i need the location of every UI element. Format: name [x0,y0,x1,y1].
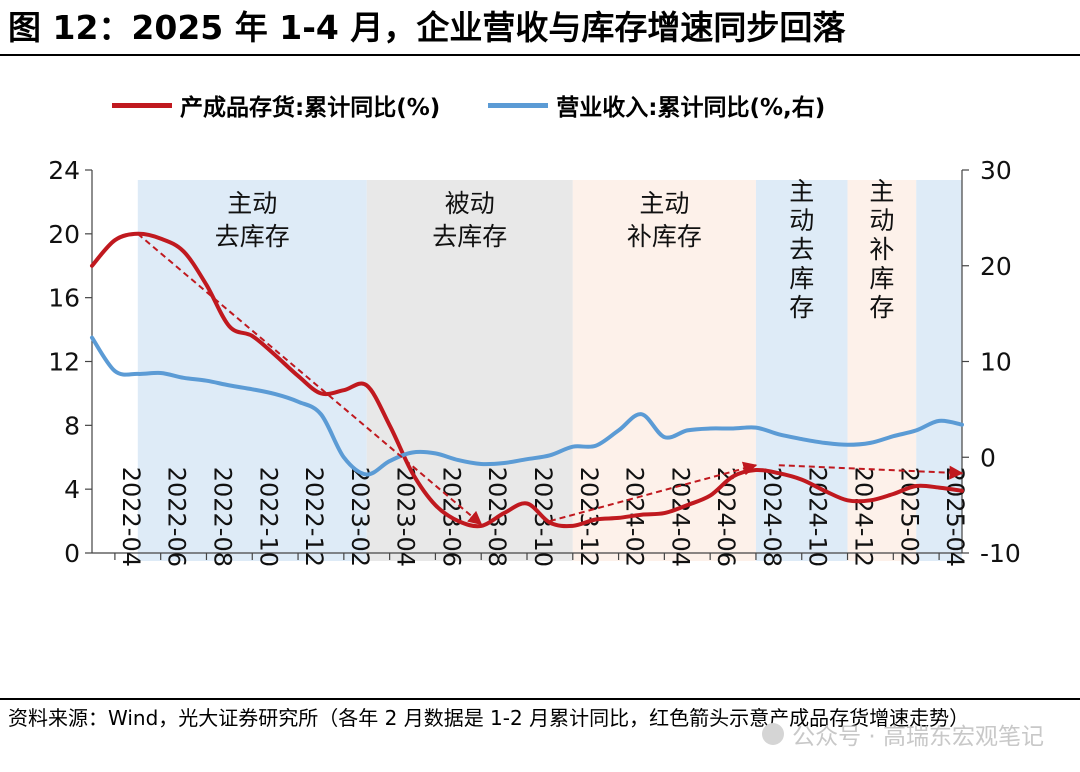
region-label-2-0: 主动 [639,189,689,218]
source-rule [0,698,1080,700]
x-tick-label-2: 2022-08 [208,467,236,567]
x-tick-label-5: 2023-02 [346,467,374,567]
region-band-2 [572,180,756,561]
x-tick-label-17: 2025-02 [895,467,923,567]
source-note: 资料来源：Wind，光大证券研究所（各年 2 月数据是 1-2 月累计同比，红色… [8,706,970,730]
left-tick-label-3: 12 [48,348,80,377]
legend-item-inventory: 产成品存货:累计同比(%) [112,88,440,122]
legend-swatch-inventory [112,102,172,108]
x-tick-label-16: 2024-12 [850,467,878,567]
watermark-text: 公众号 · 高瑞东宏观笔记 [792,724,1044,750]
x-tick-label-10: 2023-12 [575,467,603,567]
left-tick-label-2: 8 [64,411,80,440]
right-tick-label-2: 10 [980,348,1012,377]
series-line-revenue [90,335,964,477]
region-label-3-1: 动 [789,206,814,235]
left-tick-label-6: 24 [48,156,80,185]
left-tick-label-1: 4 [64,475,80,504]
x-tick-label-12: 2024-04 [666,467,694,567]
region-label-3-0: 主 [789,177,814,206]
right-tick-label-4: 30 [980,156,1012,185]
legend-label-revenue: 营业收入:累计同比(%,右) [556,95,826,121]
region-label-2-1: 补库存 [627,222,702,251]
region-label-4-0: 主 [869,177,894,206]
region-label-3-3: 库 [789,264,814,293]
region-label-0-0: 主动 [227,189,277,218]
x-tick-label-14: 2024-08 [758,467,786,567]
wechat-icon [762,723,785,745]
region-band-5 [916,180,962,561]
x-tick-label-4: 2022-12 [300,467,328,567]
left-tick-label-4: 16 [48,284,80,313]
x-tick-label-1: 2022-06 [163,467,191,567]
left-tick-label-0: 0 [64,539,80,568]
chart-legend: 产成品存货:累计同比(%) 营业收入:累计同比(%,右) [112,88,873,122]
figure-title: 图 12：2025 年 1-4 月，企业营收与库存增速同步回落 [8,8,846,47]
region-label-4-4: 存 [869,293,894,322]
legend-swatch-revenue [488,102,549,108]
right-tick-label-1: 0 [980,443,996,472]
right-tick-label-0: -10 [980,539,1021,568]
right-tick-label-3: 20 [980,252,1012,281]
line-chart: 主动去库存被动去库存主动补库存主动去库存主动补库存04812162024-100… [48,156,1021,568]
x-tick-label-0: 2022-04 [117,467,145,567]
region-label-3-4: 存 [789,293,814,322]
region-band-1 [366,180,573,561]
series-line-inventory [90,231,964,529]
legend-label-inventory: 产成品存货:累计同比(%) [180,95,441,121]
region-band-3 [755,180,848,561]
left-tick-label-5: 20 [48,220,80,249]
region-label-4-2: 补 [869,235,894,264]
x-tick-label-18: 2025-04 [941,467,969,567]
x-tick-label-3: 2022-10 [254,467,282,567]
trend-arrow-2 [778,464,964,480]
trend-arrow-1 [549,461,758,523]
region-label-4-1: 动 [869,206,894,235]
watermark: 公众号 · 高瑞东宏观笔记 [762,717,1044,751]
trend-arrow-0 [137,233,483,526]
region-label-4-3: 库 [869,264,894,293]
region-label-1-0: 被动 [445,189,495,218]
region-label-3-2: 去 [789,235,814,264]
x-tick-label-6: 2023-04 [392,467,420,567]
legend-item-revenue: 营业收入:累计同比(%,右) [488,88,825,122]
title-underline [0,54,1080,56]
region-label-1-1: 去库存 [432,222,507,251]
region-label-0-1: 去库存 [215,222,290,251]
